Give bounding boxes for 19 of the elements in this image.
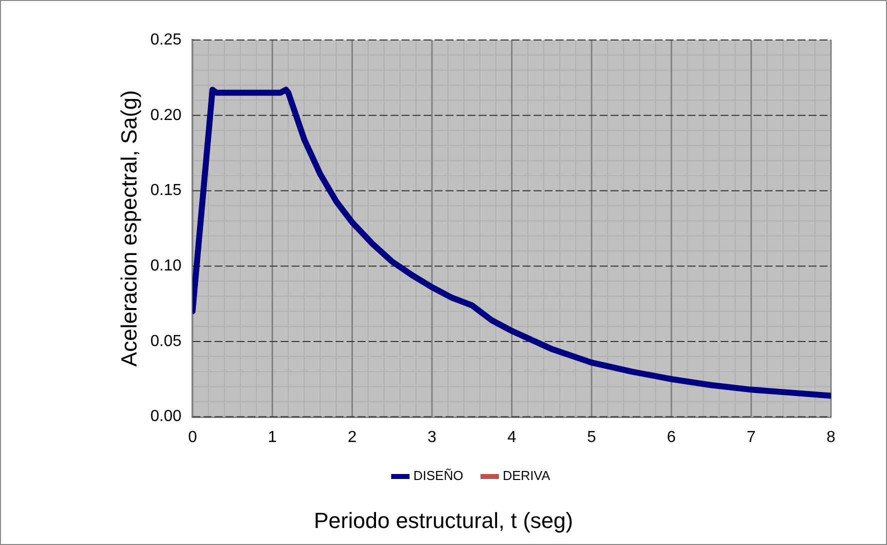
x-tick-label: 1 — [268, 428, 277, 446]
y-tick-label: 0.20 — [150, 106, 182, 124]
x-tick-label: 2 — [348, 428, 357, 446]
legend-label: DISEÑO — [413, 468, 464, 484]
legend-label: DERIVA — [502, 468, 550, 484]
x-tick-label: 3 — [428, 428, 437, 446]
x-tick-label: 8 — [826, 428, 836, 446]
y-tick-label: 0.25 — [150, 31, 182, 48]
y-tick-label: 0.15 — [150, 182, 182, 200]
x-tick-label: 4 — [507, 428, 516, 446]
x-axis-title: Periodo estructural, t (seg) — [312, 508, 574, 534]
y-tick-label: 0.10 — [150, 257, 182, 274]
x-tick-label: 7 — [746, 428, 756, 446]
x-tick-label: 0 — [188, 428, 198, 446]
y-axis-title: Aceleracion espectral, Sa(g) — [116, 90, 142, 367]
y-tick-label: 0.00 — [150, 408, 182, 426]
y-tick-label: 0.05 — [150, 332, 182, 350]
x-tick-label: 6 — [666, 428, 676, 446]
x-tick-label: 5 — [587, 428, 596, 446]
